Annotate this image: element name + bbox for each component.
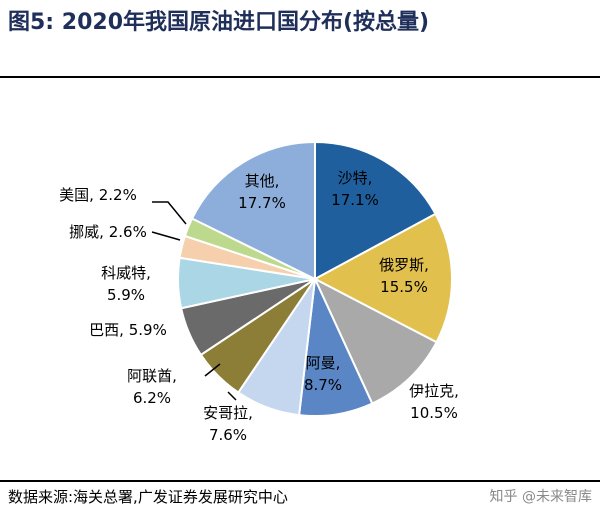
slice-label-2: 俄罗斯, 15.5% (379, 256, 429, 296)
slice-label-7: 巴西, 5.9% (89, 321, 167, 339)
slice-label-10: 美国, 2.2% (59, 186, 137, 204)
slice-label-value: 17.1% (331, 191, 379, 209)
leader-line-10 (152, 201, 187, 225)
leader-line-5 (227, 391, 237, 401)
slice-label-value: 5.9% (107, 286, 145, 304)
slice-label-name: 阿联酋, (127, 367, 177, 385)
leader-line-9 (151, 231, 181, 241)
slice-label-name: 科威特, (101, 264, 151, 282)
top-divider (0, 76, 600, 78)
slice-label-name: 其他, (245, 172, 280, 190)
slice-label-name: 挪威, 2.6% (69, 223, 147, 241)
slice-label-6: 阿联酋, 6.2% (127, 367, 177, 407)
slice-label-9: 挪威, 2.6% (69, 223, 147, 241)
pie-chart: 沙特, 17.1% 俄罗斯, 15.5% 伊拉克, 10.5% 阿曼, 8.7% 安哥拉, 7.6… (59, 140, 459, 444)
slice-label-value: 10.5% (410, 404, 458, 422)
slice-label-5: 安哥拉, 7.6% (203, 404, 253, 444)
watermark: 知乎 @未来智库 (489, 489, 592, 505)
pie-slice-2 (312, 212, 454, 344)
slice-label-3: 伊拉克, 10.5% (409, 382, 459, 422)
slice-label-name: 沙特, (338, 169, 373, 187)
pie-slice-3 (312, 276, 438, 405)
slice-label-4: 阿曼, 8.7% (304, 354, 342, 394)
slice-label-name: 伊拉克, (409, 382, 459, 400)
slice-label-name: 巴西, 5.9% (89, 321, 167, 339)
chart-title: 图5: 2020年我国原油进口国分布(按总量) (8, 10, 430, 35)
pie-slice-11 (190, 140, 316, 281)
slice-label-name: 美国, 2.2% (59, 186, 137, 204)
slice-label-value: 6.2% (133, 389, 171, 407)
slice-label-name: 俄罗斯, (379, 256, 429, 274)
slice-label-name: 安哥拉, (203, 404, 253, 422)
data-source-note: 数据来源:海关总署,广发证券发展研究中心 (8, 488, 288, 506)
slice-label-value: 15.5% (380, 278, 428, 296)
slice-label-11: 其他, 17.7% (238, 172, 286, 212)
slice-label-value: 7.6% (209, 426, 247, 444)
bottom-divider (0, 480, 600, 482)
leader-lines (151, 201, 237, 401)
slice-label-value: 17.7% (238, 194, 286, 212)
slice-label-name: 阿曼, (306, 354, 341, 372)
pie-slice-1 (314, 140, 437, 281)
slice-label-value: 8.7% (304, 376, 342, 394)
slice-label-1: 沙特, 17.1% (331, 169, 379, 209)
pie-slices (177, 140, 454, 417)
leader-line-6 (204, 363, 221, 377)
slice-label-8: 科威特, 5.9% (101, 264, 151, 304)
slice-labels: 沙特, 17.1% 俄罗斯, 15.5% 伊拉克, 10.5% 阿曼, 8.7% 安哥拉, 7.6… (59, 169, 459, 444)
